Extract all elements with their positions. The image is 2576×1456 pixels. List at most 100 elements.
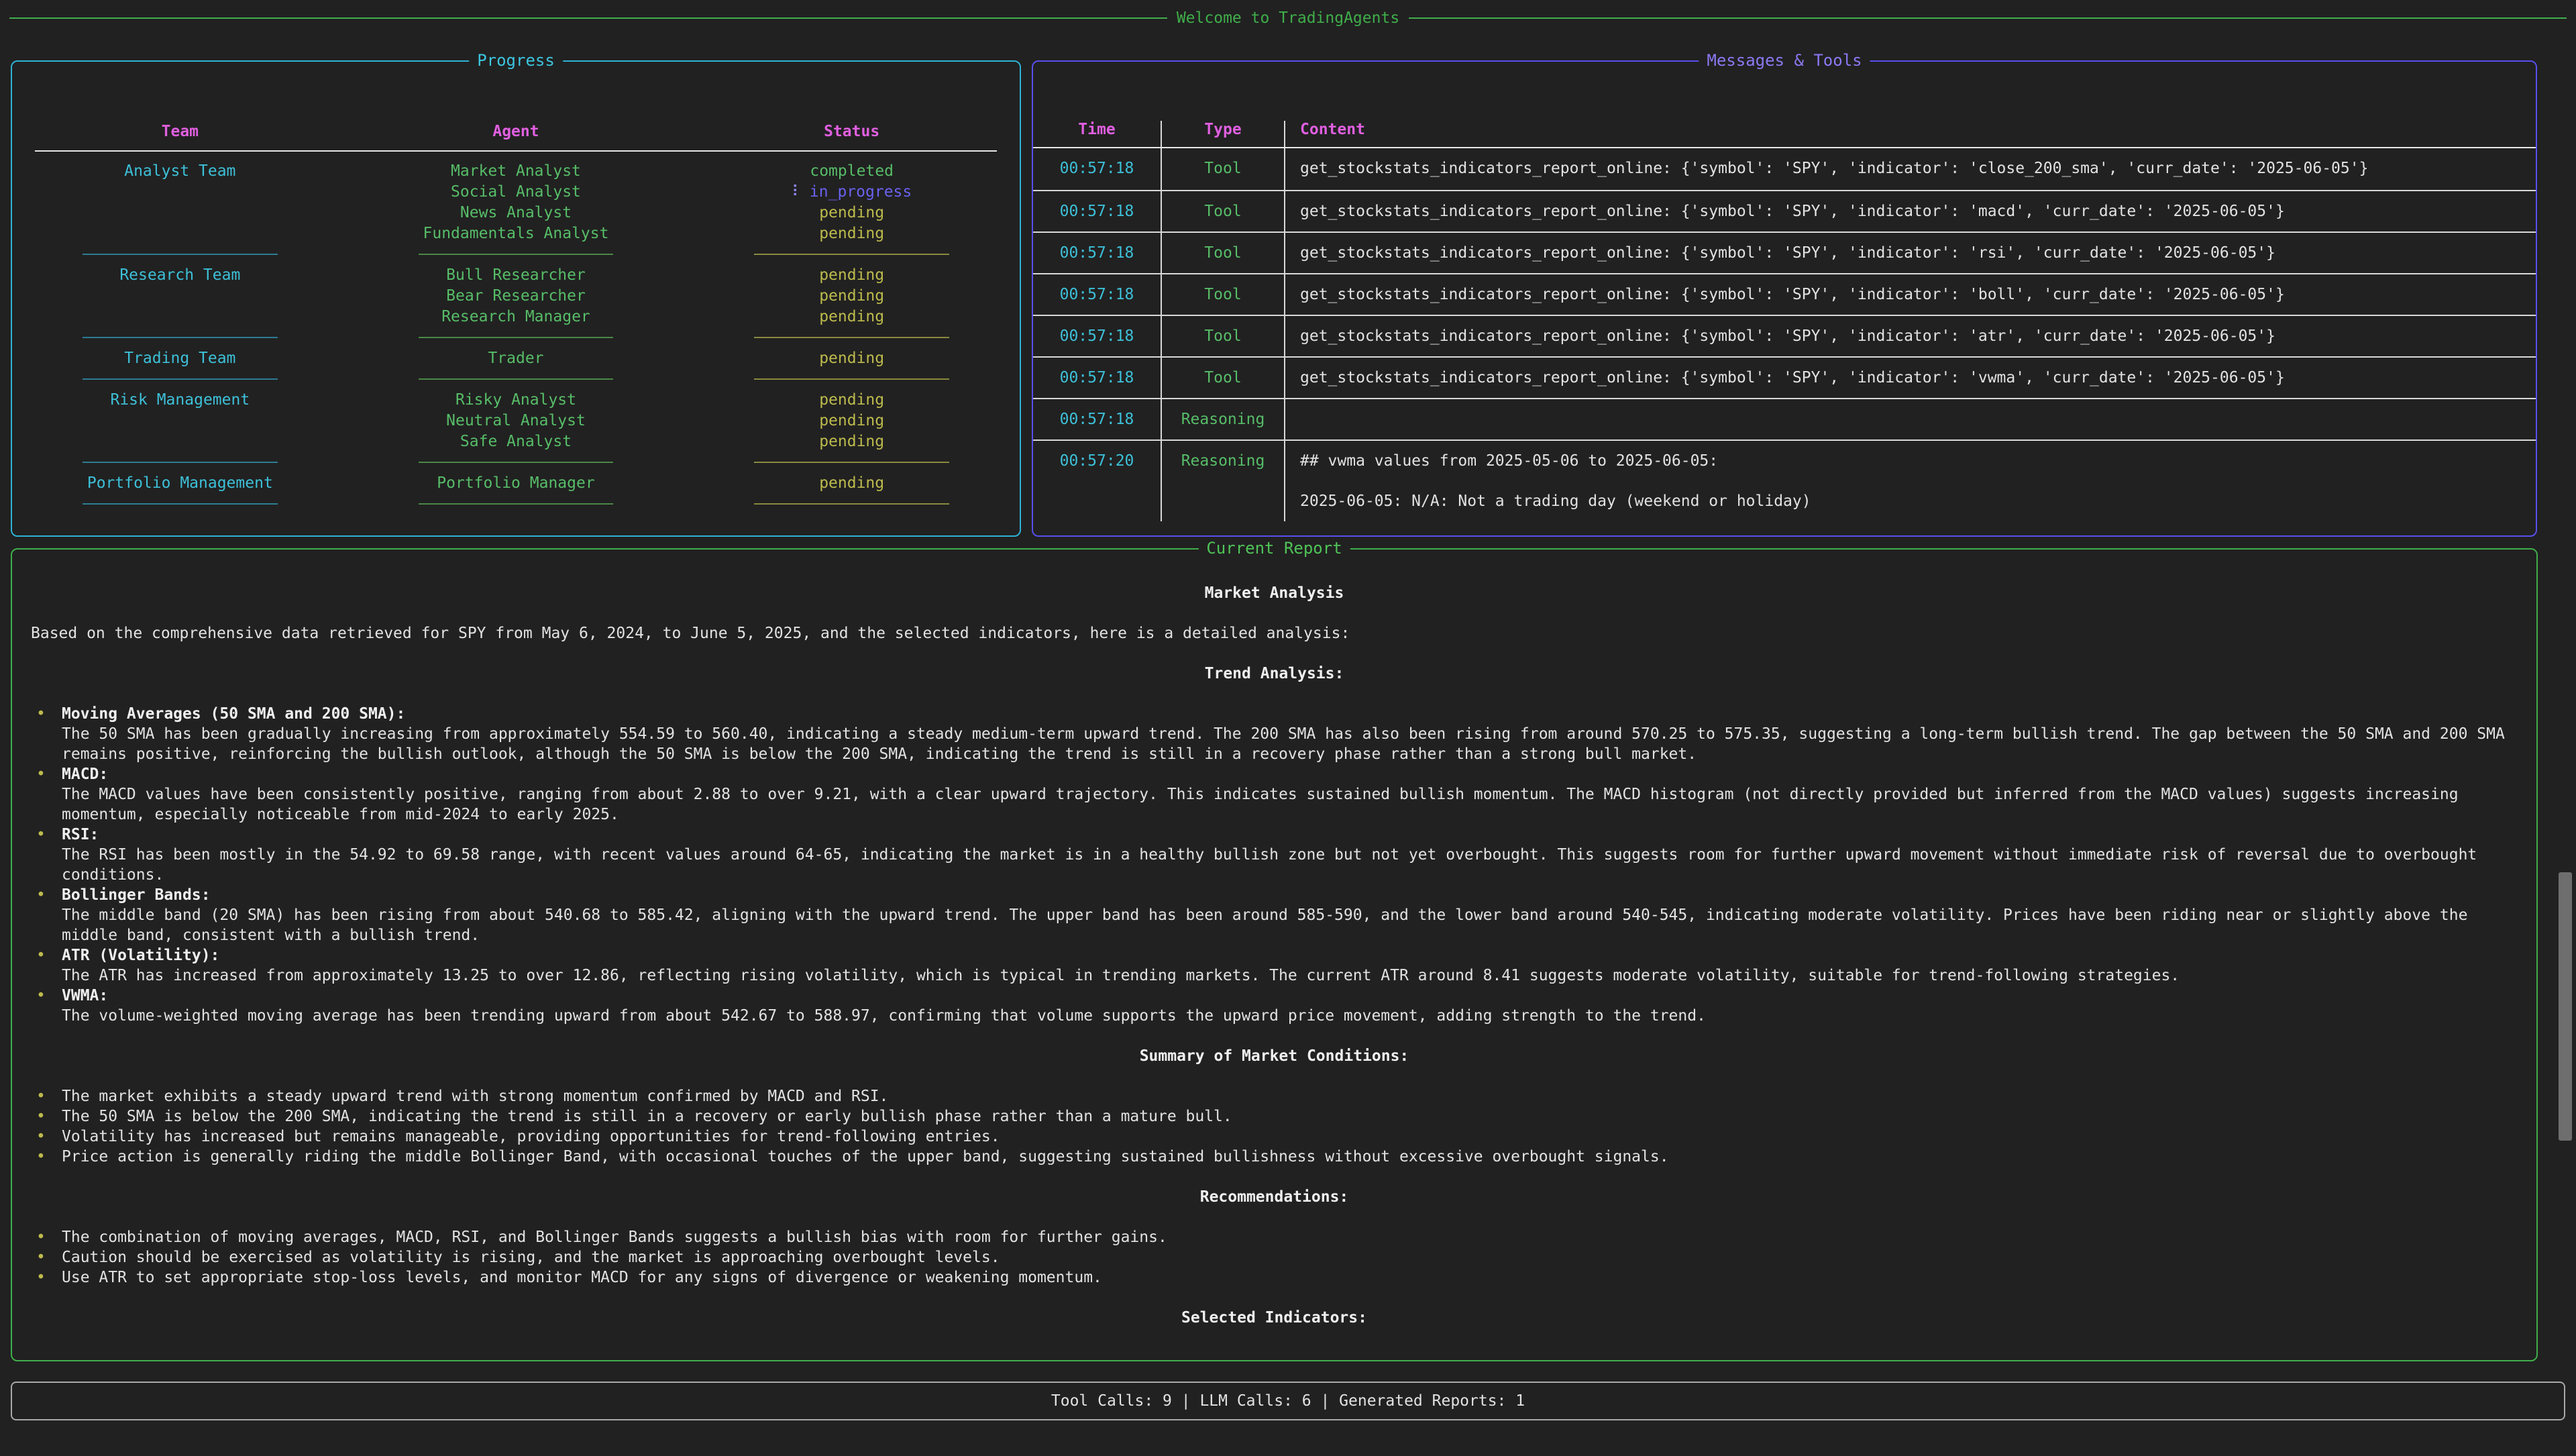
- message-time: 00:57:18: [1033, 148, 1162, 190]
- bullet-item: • ATR (Volatility): The ATR has increased …: [31, 945, 2518, 986]
- message-content: get_stockstats_indicators_report_online:…: [1300, 286, 2285, 303]
- group-separator-line: [754, 336, 949, 338]
- group-separator-line: [418, 336, 614, 338]
- message-content: [1285, 399, 2536, 439]
- bullet-item: • The 50 SMA is below the 200 SMA, indica…: [31, 1106, 2518, 1127]
- bullet-item: • Price action is generally riding the mi…: [31, 1147, 2518, 1167]
- group-separator-row: [12, 493, 1020, 514]
- bullet-item: • RSI: The RSI has been mostly in the 54.9…: [31, 825, 2518, 885]
- message-content: get_stockstats_indicators_report_online:…: [1300, 244, 2275, 262]
- group-separator-row: [12, 244, 1020, 264]
- message-time: 00:57:18: [1033, 191, 1162, 231]
- group-separator-line: [418, 461, 614, 463]
- group-separator-cell: [348, 461, 684, 463]
- group-separator-cell: [684, 378, 1020, 380]
- group-separator-cell: [348, 503, 684, 505]
- progress-panel: Progress Team Agent Status Analyst Team Mark…: [11, 51, 1021, 537]
- progress-row: Risk Management Risky Analyst pending: [12, 389, 1020, 410]
- progress-row: Research Manager pending: [12, 306, 1020, 327]
- bullet-icon: •: [36, 1108, 46, 1125]
- message-type: Tool: [1162, 191, 1285, 231]
- progress-row: Safe Analyst pending: [12, 431, 1020, 452]
- bullet-text: The MACD values have been consistently p…: [62, 786, 2459, 823]
- bullet-item: • The combination of moving averages, MAC…: [31, 1227, 2518, 1247]
- group-separator-cell: [348, 378, 684, 380]
- report-section-heading: Recommendations:: [1199, 1188, 1349, 1206]
- bullet-icon: •: [36, 947, 46, 964]
- group-separator-line: [83, 461, 278, 463]
- agent-status: pending: [819, 224, 885, 242]
- bullet-text: Price action is generally riding the mid…: [62, 1148, 1669, 1165]
- team-name: Portfolio Management: [87, 474, 273, 492]
- message-time: 00:57:18: [1033, 274, 1162, 315]
- bullet-icon: •: [36, 1128, 46, 1145]
- message-type: Tool: [1162, 358, 1285, 398]
- report-body: Market Analysis Based on the comprehensi…: [12, 550, 2536, 1328]
- bullet-icon: •: [36, 826, 46, 843]
- group-separator-line: [83, 503, 278, 505]
- message-type: Tool: [1162, 316, 1285, 356]
- group-separator-row: [12, 368, 1020, 389]
- agent-status: pending: [819, 411, 885, 429]
- message-type: Tool: [1162, 233, 1285, 273]
- message-time: 00:57:20: [1033, 441, 1162, 521]
- bullet-list: • The combination of moving averages, MAC…: [31, 1227, 2518, 1288]
- progress-table: Team Agent Status Analyst Team Market Analys…: [12, 121, 1020, 514]
- scrollbar-thumb[interactable]: [2559, 872, 2572, 1141]
- agent-status: pending: [819, 432, 885, 450]
- messages-table: Time Type Content 00:57:18 Tool get_stockstat…: [1033, 121, 2536, 521]
- group-separator-cell: [684, 503, 1020, 505]
- message-row: 00:57:18 Tool get_stockstats_indicators_re…: [1033, 148, 2536, 190]
- agent-status: pending: [819, 391, 885, 409]
- bullet-icon: •: [36, 1249, 46, 1266]
- bullet-icon: •: [36, 1088, 46, 1105]
- progress-row: Portfolio Management Portfolio Manager pen…: [12, 472, 1020, 493]
- progress-row: Neutral Analyst pending: [12, 410, 1020, 431]
- messages-header-content: Content: [1300, 121, 1365, 138]
- messages-panel: Messages & Tools Time Type Content 00:57:18…: [1032, 51, 2537, 537]
- agent-name: Portfolio Manager: [437, 474, 595, 492]
- group-separator-cell: [684, 253, 1020, 255]
- message-row: 00:57:18 Tool get_stockstats_indicators_re…: [1033, 231, 2536, 273]
- bullet-label: MACD:: [62, 766, 109, 783]
- progress-row: Bear Researcher pending: [12, 285, 1020, 306]
- progress-header-team: Team: [161, 122, 199, 140]
- bullet-icon: •: [36, 705, 46, 723]
- agent-status: pending: [819, 266, 885, 284]
- bullet-item: • MACD: The MACD values have been consiste…: [31, 764, 2518, 825]
- progress-row: Social Analyst ⠇ in_progress: [12, 181, 1020, 202]
- bullet-icon: •: [36, 766, 46, 783]
- agent-status: pending: [819, 474, 885, 492]
- message-type: Tool: [1162, 274, 1285, 315]
- group-separator-line: [83, 253, 278, 255]
- bullet-item: • VWMA: The volume-weighted moving average…: [31, 986, 2518, 1026]
- bullet-icon: •: [36, 987, 46, 1004]
- message-content: get_stockstats_indicators_report_online:…: [1300, 369, 2285, 386]
- agent-name: Fundamentals Analyst: [423, 224, 609, 242]
- agent-status: ⠇ in_progress: [792, 183, 912, 201]
- report-sections: Trend Analysis: • Moving Averages (50 SMA …: [31, 664, 2518, 1328]
- group-separator-cell: [12, 336, 348, 338]
- progress-row: News Analyst pending: [12, 202, 1020, 223]
- bullet-text: The RSI has been mostly in the 54.92 to …: [62, 846, 2477, 884]
- messages-panel-title: Messages & Tools: [1699, 51, 1870, 70]
- message-type: Tool: [1162, 148, 1285, 190]
- group-separator-line: [754, 253, 949, 255]
- status-bar-text: Tool Calls: 9 | LLM Calls: 6 | Generated…: [1051, 1392, 1525, 1410]
- group-separator-line: [418, 378, 614, 380]
- agent-name: Neutral Analyst: [446, 411, 586, 429]
- progress-row: Research Team Bull Researcher pending: [12, 264, 1020, 285]
- bullet-label: RSI:: [62, 826, 99, 843]
- agent-status: pending: [819, 349, 885, 367]
- team-name: Trading Team: [124, 349, 236, 367]
- message-row: 00:57:18 Tool get_stockstats_indicators_re…: [1033, 356, 2536, 398]
- bullet-item: • Volatility has increased but remains ma…: [31, 1127, 2518, 1147]
- bullet-text: The ATR has increased from approximately…: [62, 967, 2180, 984]
- group-separator-cell: [12, 461, 348, 463]
- progress-header-rule: [35, 150, 997, 152]
- message-content: get_stockstats_indicators_report_online:…: [1300, 203, 2285, 220]
- app-title: Welcome to TradingAgents: [1176, 9, 1400, 27]
- bullet-text: Caution should be exercised as volatilit…: [62, 1249, 1000, 1266]
- agent-name: Safe Analyst: [460, 432, 572, 450]
- agent-name: Social Analyst: [451, 183, 581, 201]
